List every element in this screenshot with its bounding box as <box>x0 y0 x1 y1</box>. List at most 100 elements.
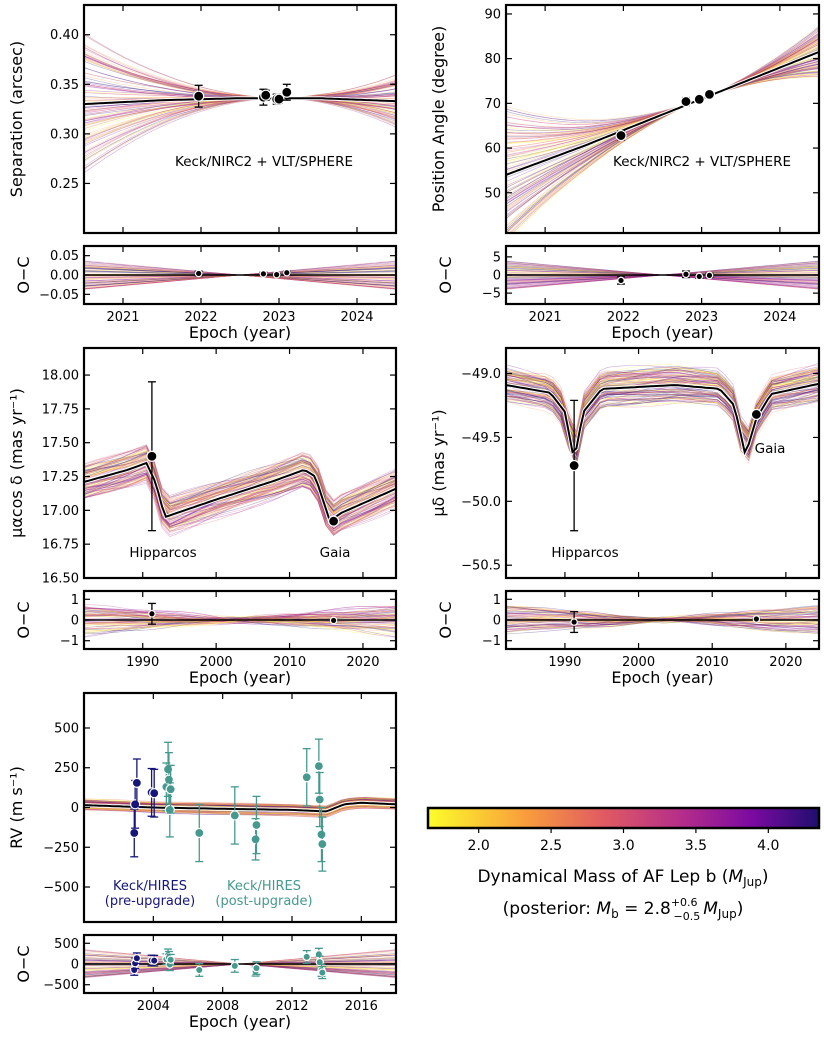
pa_oc-xtick-label-0: 2021 <box>529 310 562 325</box>
pmra-point-0 <box>146 450 158 462</box>
sep_oc-xtick-label-0: 2021 <box>106 310 139 325</box>
pmdec-oc-panel: 1990 2000 2010 2020 −1 0 1 O−C Epoch (year) <box>436 589 821 687</box>
rv-ytick-label-0: −500 <box>43 881 79 896</box>
pa_oc-xtick-label-1: 2022 <box>607 310 640 325</box>
pmra-point-1 <box>328 515 340 527</box>
sep-point-4 <box>273 93 285 105</box>
rv_oc-xtick-label-3: 2016 <box>345 999 378 1014</box>
pmra_oc-plot-area <box>84 604 396 638</box>
pa_oc-point-2 <box>695 272 704 281</box>
rv-plot-area <box>84 796 396 818</box>
pmra-oc-panel: 1990 2000 2010 2020 −1 0 1 O−C Epoch (year) <box>14 589 398 687</box>
pmdec-ytick-label-1: −50.0 <box>461 495 501 510</box>
legend-post-upgrade-line1: Keck/HIRES <box>227 879 301 894</box>
rv-series1-point-5 <box>194 827 205 839</box>
rv-series1-point-13 <box>317 838 328 850</box>
pa-ytick-label-4: 90 <box>484 7 501 22</box>
pmdec_oc-xtick-label-1: 2000 <box>622 655 655 670</box>
sep_oc-plot-area <box>84 260 396 290</box>
sep-oc-panel: 2021 2022 2023 2024 −0.05 0.00 0.05 O−C Epoch (y… <box>14 244 398 342</box>
rv_oc-plot-area <box>84 949 396 978</box>
pmra-ytick-label-4: 17.50 <box>42 436 79 451</box>
sep-annotation: Keck/NIRC2 + VLT/SPHERE <box>175 154 353 170</box>
colorbar-tick-label-3: 3.5 <box>685 838 707 854</box>
pa-oc-panel: 2021 2022 2023 2024 −5 0 5 O−C Epoch (year) <box>436 244 821 342</box>
pa-point-2 <box>693 93 705 105</box>
rv-series1-point-11 <box>314 794 325 805</box>
sep_oc-point-1 <box>259 270 268 278</box>
sep_oc-ytick-label-1: 0.00 <box>50 269 79 284</box>
pmra_oc-xtick-label-3: 2020 <box>346 655 379 670</box>
pmdec-hipparcos-label: Hipparcos <box>551 545 618 561</box>
colorbar <box>426 806 821 830</box>
rv_oc-xtick-label-2: 2012 <box>275 999 308 1014</box>
rv_oc-series1-point-10 <box>314 950 324 959</box>
rv-series0-point-4 <box>149 788 160 799</box>
pa_oc-xtick-label-2: 2023 <box>685 310 718 325</box>
pmdec-ytick-label-2: −49.5 <box>461 431 501 446</box>
rv-series1-point-3 <box>164 804 175 815</box>
pa-best-fit-line <box>506 50 819 176</box>
sep-point-2 <box>260 89 272 101</box>
rv_oc-ylabel: O−C <box>14 945 33 982</box>
rv_oc-series0-point-2 <box>132 954 142 963</box>
pmdec-ytick-label-3: −49.0 <box>461 367 501 382</box>
pmdec-frame <box>504 346 821 580</box>
rv_oc-xlabel: Epoch (year) <box>189 1012 291 1031</box>
legend-pre-upgrade-line1: Keck/HIRES <box>113 879 187 894</box>
sep_oc-ytick-label-2: 0.05 <box>50 249 79 264</box>
pmdec_oc-point-0 <box>570 618 578 626</box>
pmra_oc-point-0 <box>148 609 156 618</box>
sep-ylabel: Separation (arcsec) <box>7 41 26 197</box>
rv-series1-point-12 <box>316 829 327 840</box>
pmdec_oc-xtick-label-2: 2010 <box>696 655 729 670</box>
pmra-ytick-label-2: 17.00 <box>42 504 79 519</box>
sep_oc-point-0 <box>194 269 203 278</box>
pa-annotation: Keck/NIRC2 + VLT/SPHERE <box>613 154 791 170</box>
colorbar-label: Dynamical Mass of AF Lep b (MJup) <box>477 867 768 889</box>
pa-point-1 <box>680 95 692 108</box>
pmra_oc-ytick-label-0: −1 <box>60 634 79 649</box>
pmra_oc-xtick-label-1: 2000 <box>200 655 233 670</box>
rv_oc-series0-point-4 <box>149 956 159 965</box>
pa_oc-plot-area <box>506 260 819 290</box>
pa-plot-area <box>506 25 819 233</box>
pmdec_oc-ytick-label-0: −1 <box>482 634 501 649</box>
rv_oc-series1-point-6 <box>230 961 239 971</box>
sep-ytick-label-3: 0.40 <box>50 28 79 43</box>
pmra-panel: 16.50 16.75 17.00 17.25 17.50 17.75 18.00 μαcos… <box>7 346 398 587</box>
pmra-ytick-label-0: 16.50 <box>42 572 79 587</box>
pmra_oc-xtick-label-0: 1990 <box>126 655 159 670</box>
rv-series1-point-8 <box>251 819 262 831</box>
pmdec_oc-ytick-label-1: 0 <box>493 614 501 629</box>
pmdec-ylabel: μδ (mas yr⁻¹) <box>429 409 448 516</box>
rv-series1-point-7 <box>250 834 261 845</box>
sep-frame <box>82 3 398 235</box>
pmra-hipparcos-label: Hipparcos <box>129 545 196 561</box>
pmra_oc-ylabel: O−C <box>14 601 33 638</box>
sep_oc-xlabel: Epoch (year) <box>189 323 291 342</box>
pa-panel: 50 60 70 80 90 Position Angle (degree) <box>429 3 821 235</box>
sep_oc-ytick-label-0: −0.05 <box>39 288 79 303</box>
rv_oc-xtick-label-0: 2004 <box>137 999 170 1014</box>
rv_oc-series1-point-8 <box>252 963 261 973</box>
pa-point-3 <box>703 88 716 101</box>
sep_oc-xtick-label-3: 2024 <box>340 310 373 325</box>
rv-series1-point-10 <box>313 761 324 772</box>
pmra-ytick-label-5: 17.75 <box>42 402 79 417</box>
pmdec_oc-xtick-label-3: 2020 <box>769 655 802 670</box>
rv-oc-panel: 2004 2008 2012 2016 −500 0 500 O−C Epoch (year) <box>14 933 398 1031</box>
rv-ytick-label-4: 500 <box>54 721 79 736</box>
pa-ylabel: Position Angle (degree) <box>429 26 448 213</box>
pmra_oc-point-1 <box>329 616 338 625</box>
rv-series1-point-9 <box>301 772 312 783</box>
pa-ytick-label-3: 80 <box>484 52 501 67</box>
pa-ytick-label-2: 70 <box>484 97 501 112</box>
pa_oc-point-3 <box>705 271 714 280</box>
sep_oc-xtick-label-1: 2022 <box>184 310 217 325</box>
colorbar-tick-label-4: 4.0 <box>757 838 779 854</box>
sep_oc-xtick-label-2: 2023 <box>262 310 295 325</box>
colorbar-posterior: (posterior: Mb = 2.8+0.6 −0.5 MJup) <box>503 896 744 923</box>
rv_oc-series1-point-4 <box>166 955 175 964</box>
pmdec-ytick-label-0: −50.5 <box>461 559 501 574</box>
